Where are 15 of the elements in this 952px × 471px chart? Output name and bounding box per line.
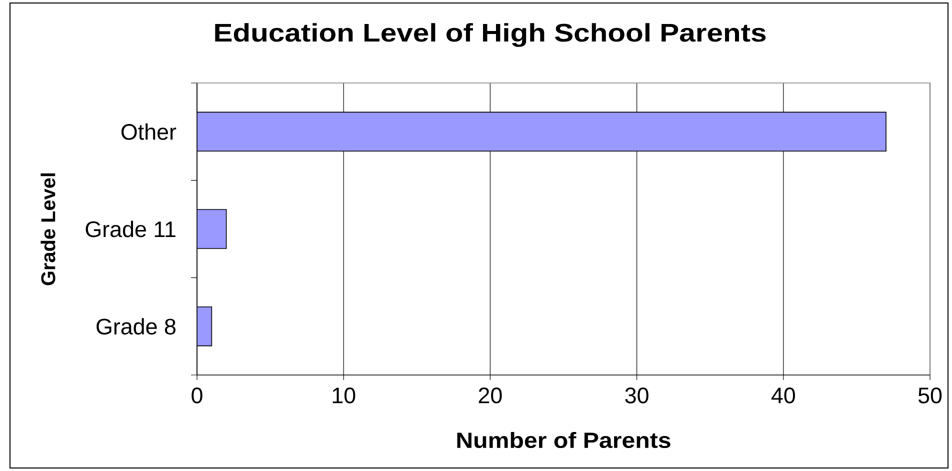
x-axis-title: Number of Parents <box>457 432 670 448</box>
bar <box>197 112 886 152</box>
chart-title: Education Level of High School Parents <box>215 23 766 47</box>
y-tick-label: Grade 11 <box>86 220 176 238</box>
bar <box>197 306 212 346</box>
x-tick-label: 0 <box>192 388 202 404</box>
x-tick-label: 30 <box>625 388 648 404</box>
x-tick-label: 50 <box>918 388 942 404</box>
y-axis-title: Grade Level <box>40 173 56 286</box>
x-tick-label: 40 <box>771 388 795 404</box>
bar <box>197 209 227 249</box>
y-tick-label: Other <box>121 123 176 140</box>
x-tick-label: 10 <box>332 388 356 404</box>
y-tick-label: Grade 8 <box>96 318 176 335</box>
x-tick-label: 20 <box>478 388 502 404</box>
